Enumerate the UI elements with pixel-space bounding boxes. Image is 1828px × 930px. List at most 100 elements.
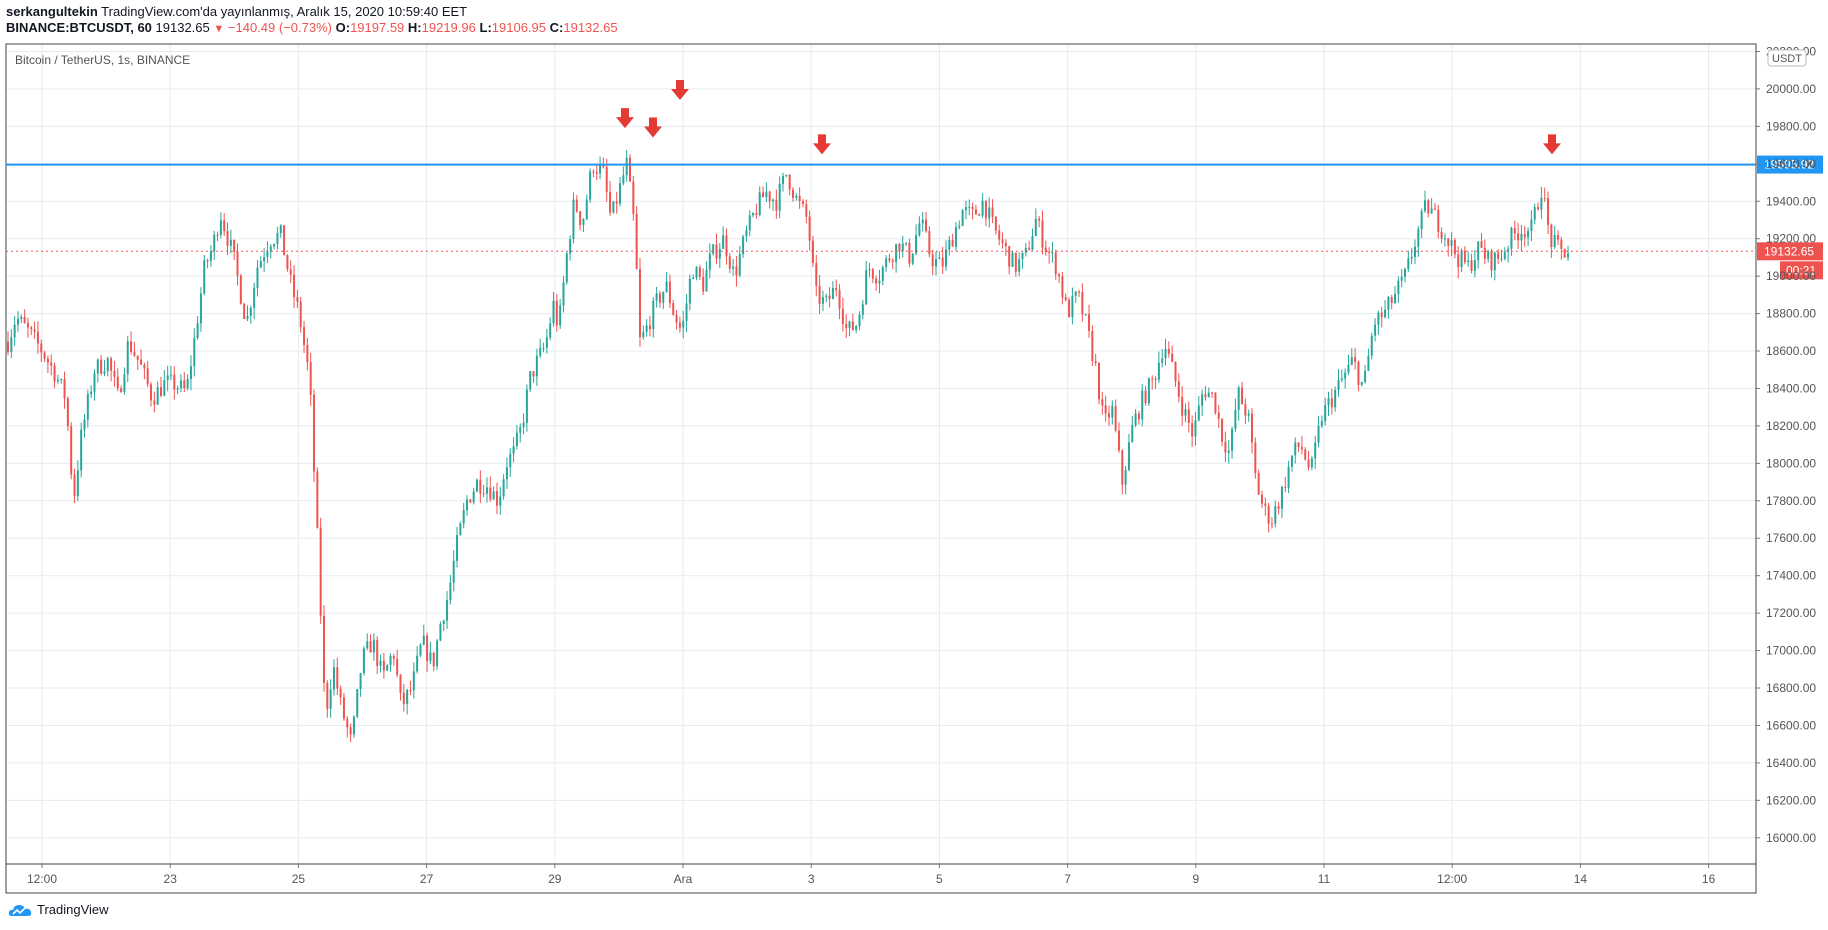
countdown-label: 00:21 — [1786, 263, 1816, 277]
candle-body — [339, 688, 342, 698]
candle-body — [1154, 378, 1157, 380]
candle-body — [60, 379, 63, 381]
candle-body — [1493, 252, 1496, 271]
candle-body — [495, 491, 498, 506]
candle-body — [456, 534, 459, 561]
candle-body — [801, 201, 804, 205]
candle-body — [572, 199, 575, 240]
price-axis: 16000.00 16200.00 16400.00 16600.00 16800.00… — [1756, 44, 1816, 845]
candle-body — [1068, 299, 1071, 318]
candle-body — [392, 655, 395, 659]
candle-body — [805, 204, 808, 217]
y-tick-label: 17200.00 — [1766, 606, 1816, 620]
candle-body — [203, 260, 206, 294]
candle-body — [1563, 248, 1566, 258]
candle-body — [648, 325, 651, 330]
candle-body — [1537, 207, 1540, 210]
candle-body — [1217, 412, 1220, 419]
candle-body — [678, 322, 681, 328]
brand-footer[interactable]: TradingView — [8, 902, 109, 917]
candle-body — [1161, 358, 1164, 363]
y-tick-label: 17800.00 — [1766, 494, 1816, 508]
y-tick-label: 19400.00 — [1766, 194, 1816, 208]
candle-body — [1091, 330, 1094, 362]
candle-body — [818, 285, 821, 304]
candle-body — [326, 682, 329, 709]
currency-badge[interactable]: USDT — [1767, 49, 1807, 67]
candle-body — [199, 293, 202, 324]
candle-body — [1244, 404, 1247, 416]
candle-body — [402, 692, 405, 705]
candle-body — [176, 388, 179, 390]
candle-body — [100, 359, 103, 374]
candle-body — [409, 689, 412, 691]
candle-body — [30, 327, 33, 330]
x-tick-label: 25 — [292, 872, 306, 886]
candle-body — [555, 300, 558, 326]
candle-body — [629, 157, 632, 182]
candle-body — [941, 257, 944, 267]
candle-body — [971, 206, 974, 210]
candle-body — [1074, 291, 1077, 296]
candle-body — [1121, 450, 1124, 485]
down-arrow-marker — [671, 80, 689, 101]
candle-body — [565, 253, 568, 283]
candle-body — [698, 267, 701, 277]
candle-body — [1487, 251, 1490, 259]
candle-body — [878, 280, 881, 284]
countdown-tag — [1780, 261, 1823, 280]
candle-body — [1174, 362, 1177, 382]
close-value: 19132.65 — [563, 20, 618, 35]
candle-body — [1344, 372, 1347, 379]
candle-body — [462, 510, 465, 524]
candle-body — [216, 234, 219, 236]
candle-body — [868, 269, 871, 271]
candle-body — [1197, 405, 1200, 421]
candle-body — [1410, 256, 1413, 259]
candle-body — [1440, 231, 1443, 239]
candle-body — [994, 216, 997, 231]
publish-info: serkangultekin TradingView.com'da yayınl… — [6, 5, 467, 19]
candle-body — [1364, 370, 1367, 382]
candle-body — [150, 384, 153, 401]
candle-body — [1147, 378, 1150, 404]
candle-body — [732, 266, 735, 269]
candle-body — [10, 337, 13, 352]
candle-body — [552, 300, 555, 324]
author-name[interactable]: serkangultekin — [6, 4, 98, 19]
candle-body — [386, 665, 389, 671]
candle-body — [509, 453, 512, 468]
candle-body — [1380, 312, 1383, 317]
candle-body — [1523, 233, 1526, 238]
candle-body — [1427, 200, 1430, 214]
candle-body — [1071, 295, 1074, 318]
candle-body — [1314, 442, 1317, 459]
candle-body — [821, 297, 824, 304]
candle-body — [293, 274, 296, 298]
candles-layer — [7, 150, 1569, 743]
candle-body — [1241, 387, 1244, 405]
x-tick-label: 12:00 — [1437, 872, 1467, 886]
candle-body — [559, 305, 562, 326]
candle-body — [1453, 240, 1456, 255]
candle-body — [519, 427, 522, 433]
candle-body — [1527, 230, 1530, 238]
candle-body — [785, 174, 788, 177]
candle-body — [426, 635, 429, 662]
chart-title: Bitcoin / TetherUS, 1s, BINANCE — [15, 53, 190, 67]
ohlc-legend: BINANCE:BTCUSDT, 60 19132.65 ▼ −140.49 (… — [6, 20, 618, 36]
candle-body — [898, 243, 901, 251]
candle-body — [1144, 390, 1147, 404]
x-tick-label: 27 — [420, 872, 434, 886]
candle-body — [1553, 235, 1556, 247]
x-tick-label: 16 — [1702, 872, 1716, 886]
symbol-label: BINANCE:BTCUSDT, 60 — [6, 20, 152, 35]
tradingview-cloud-icon — [8, 904, 32, 916]
candle-body — [110, 358, 113, 371]
candle-body — [276, 233, 279, 245]
candle-body — [875, 278, 878, 284]
candle-body — [90, 391, 93, 395]
candle-body — [1004, 243, 1007, 247]
candle-body — [369, 641, 372, 653]
